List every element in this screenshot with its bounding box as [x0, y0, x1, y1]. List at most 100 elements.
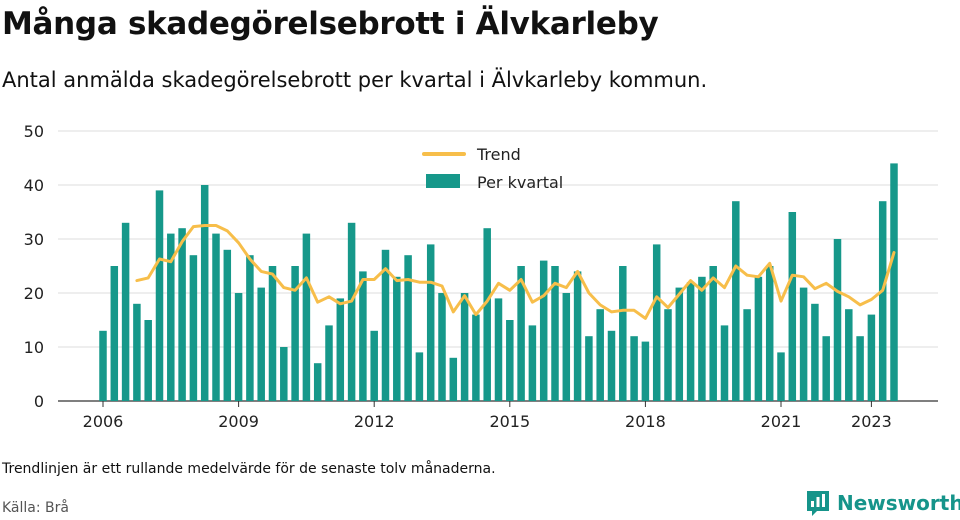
- newsworthy-logo[interactable]: Newsworthy: [805, 489, 960, 517]
- bar: [133, 303, 141, 401]
- bar: [494, 298, 503, 401]
- x-tick-label: 2018: [625, 412, 666, 431]
- bar: [664, 309, 672, 401]
- bar: [607, 330, 616, 401]
- bar: [291, 266, 299, 401]
- bar: [551, 266, 559, 401]
- bar: [506, 320, 514, 401]
- bar: [630, 336, 638, 401]
- bar: [234, 293, 243, 401]
- bar: [121, 222, 130, 401]
- bar: [426, 244, 435, 401]
- bar: [788, 212, 797, 401]
- chart-area: 0 10 20 30 40 50 2006 2009 2012 2015 2018 2021 2023…: [24, 122, 938, 431]
- bar: [743, 309, 751, 401]
- bar: [212, 233, 220, 401]
- footnote: Trendlinjen är ett rullande medelvärde f…: [2, 461, 496, 477]
- bar: [686, 282, 695, 401]
- bar: [257, 287, 265, 401]
- bar: [720, 325, 729, 401]
- bar: [381, 249, 390, 401]
- x-tick-label: 2015: [489, 412, 530, 431]
- legend-bar-label: Per kvartal: [477, 173, 563, 192]
- y-tick-label: 50: [24, 122, 44, 141]
- bar: [370, 330, 378, 401]
- x-tick-label: 2023: [851, 412, 892, 431]
- x-tick-label: 2006: [83, 412, 124, 431]
- bar: [483, 228, 491, 401]
- bar: [99, 330, 107, 401]
- y-tick-label: 10: [24, 338, 44, 357]
- bar-series: [99, 163, 898, 401]
- bar: [641, 341, 650, 401]
- bar: [280, 347, 288, 401]
- bar: [415, 352, 424, 401]
- bar: [765, 266, 774, 401]
- bar: [528, 325, 537, 401]
- trend-line: [135, 224, 896, 320]
- bar: [110, 266, 119, 401]
- bar: [754, 276, 763, 401]
- bar: [709, 266, 717, 401]
- bar: [268, 266, 277, 401]
- y-tick-label: 20: [24, 284, 44, 303]
- chart-logo-icon: [807, 491, 829, 516]
- trend-series: [135, 224, 896, 320]
- bar: [596, 309, 604, 401]
- legend: Trend Per kvartal: [422, 145, 563, 192]
- x-tick-label: 2021: [761, 412, 802, 431]
- legend-trend-label: Trend: [476, 145, 521, 164]
- bar: [144, 320, 152, 401]
- source-label: Källa: Brå: [2, 500, 69, 516]
- bar: [652, 244, 661, 401]
- chart-subtitle: Antal anmälda skadegörelsebrott per kvar…: [2, 68, 708, 92]
- bar: [675, 287, 684, 401]
- bar: [472, 314, 480, 401]
- y-tick-label: 0: [34, 392, 44, 411]
- chart-title: Många skadegörelsebrott i Älvkarleby: [2, 6, 659, 42]
- bar: [302, 233, 311, 401]
- bar: [867, 314, 876, 401]
- bar: [223, 249, 232, 401]
- bar: [585, 336, 593, 401]
- bar: [573, 271, 582, 401]
- bar: [438, 293, 446, 401]
- bar: [404, 255, 412, 401]
- bar: [325, 325, 333, 401]
- bar: [856, 336, 864, 401]
- bar: [732, 201, 740, 401]
- bar: [155, 190, 164, 401]
- bar: [619, 266, 627, 401]
- y-tick-label: 40: [24, 176, 44, 195]
- bar: [178, 228, 186, 401]
- bar: [890, 163, 898, 401]
- bar: [833, 239, 842, 401]
- y-tick-label: 30: [24, 230, 44, 249]
- bar: [777, 352, 785, 401]
- bar: [313, 363, 322, 401]
- x-tick-label: 2012: [354, 412, 395, 431]
- bar: [336, 298, 345, 401]
- bar: [246, 255, 254, 401]
- x-axis-ticks: 2006 2009 2012 2015 2018 2021 2023: [83, 401, 892, 431]
- bar: [698, 276, 706, 401]
- bar: [460, 293, 469, 401]
- legend-bar-swatch: [426, 174, 460, 188]
- bar: [200, 185, 209, 401]
- bar: [811, 303, 819, 401]
- bar: [167, 233, 175, 401]
- bar: [393, 276, 401, 401]
- bar: [347, 222, 356, 401]
- bar: [449, 357, 458, 401]
- logo-text: Newsworthy: [837, 491, 960, 515]
- bar: [539, 260, 548, 401]
- bar: [878, 201, 887, 401]
- bar: [799, 287, 808, 401]
- bar: [517, 266, 525, 401]
- bar: [189, 255, 198, 401]
- bar: [562, 293, 571, 401]
- x-tick-label: 2009: [218, 412, 259, 431]
- y-axis-ticks: 0 10 20 30 40 50: [24, 122, 44, 411]
- bar: [845, 309, 853, 401]
- bar: [359, 271, 367, 401]
